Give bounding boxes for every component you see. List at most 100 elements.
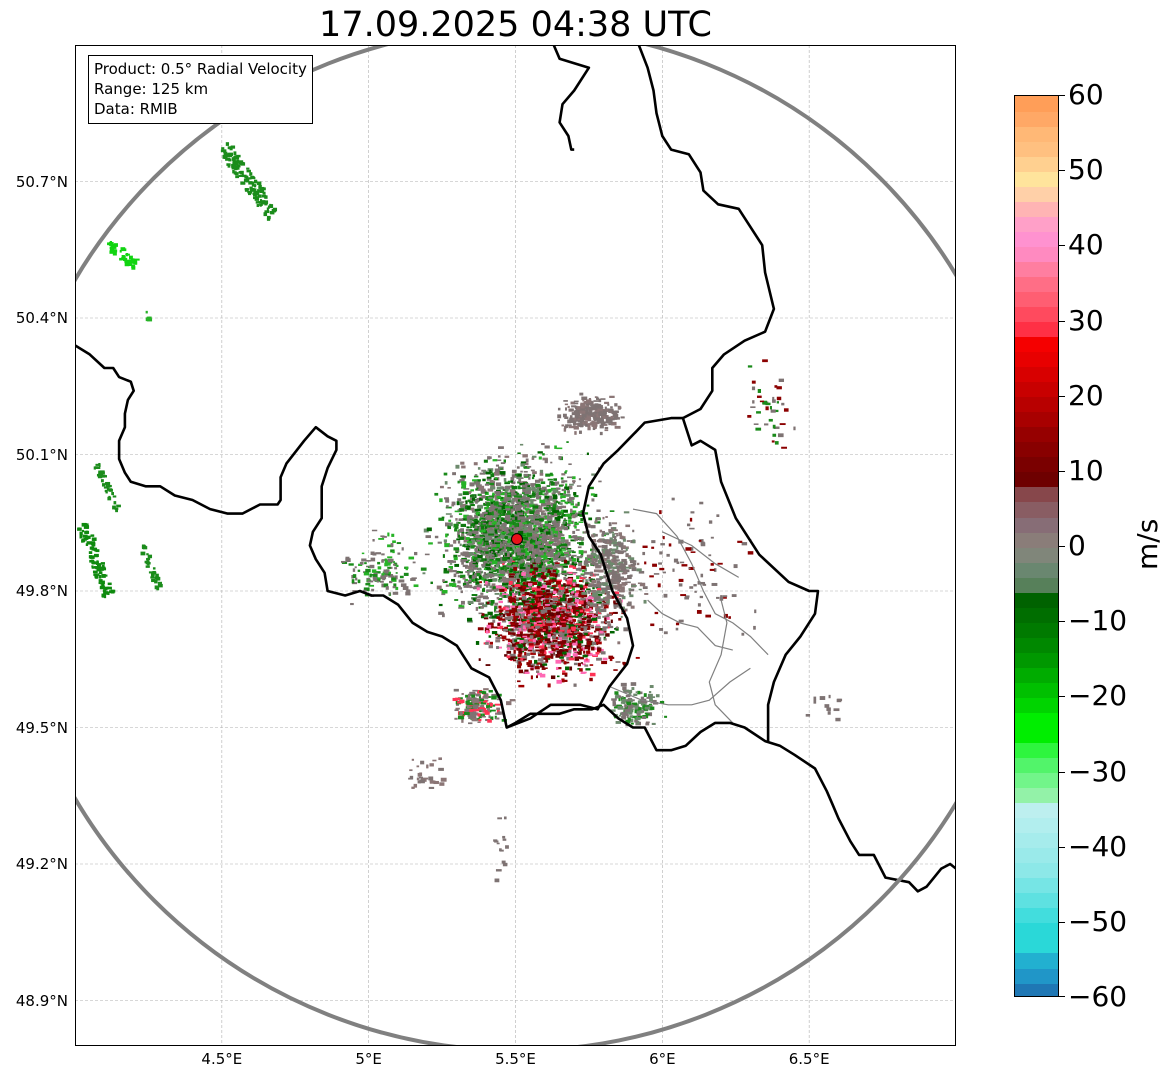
echo-pixel	[530, 623, 534, 627]
echo-pixel	[565, 594, 570, 597]
echo-pixel	[540, 613, 545, 617]
echo-pixel	[628, 588, 632, 591]
echo-pixel	[456, 538, 461, 541]
echo-pixel	[626, 569, 630, 573]
echo-pixel	[502, 567, 508, 571]
echo-pixel	[519, 638, 524, 640]
echo-pixel	[484, 483, 490, 486]
echo-pixel	[494, 477, 498, 480]
echo-pixel	[587, 601, 590, 605]
echo-pixel	[105, 484, 108, 488]
echo-pixel	[447, 486, 451, 489]
echo-pixel	[528, 530, 533, 534]
echo-pixel	[506, 565, 512, 568]
echo-pixel	[536, 606, 541, 609]
echo-pixel	[556, 527, 563, 530]
radar-map[interactable]	[75, 45, 956, 1046]
echo-pixel	[486, 481, 490, 486]
echo-pixel	[583, 631, 590, 634]
echo-pixel	[90, 534, 95, 537]
echo-pixel	[543, 507, 549, 510]
echo-pixel	[441, 516, 445, 519]
echo-pixel	[521, 572, 526, 576]
echo-pixel	[535, 529, 540, 532]
echo-pixel	[603, 621, 607, 624]
echo-pixel	[538, 645, 545, 649]
echo-pixel	[561, 543, 568, 547]
echo-pixel	[498, 579, 502, 583]
echo-pixel	[594, 625, 601, 628]
echo-pixel	[569, 415, 573, 419]
echo-pixel	[82, 534, 88, 538]
echo-pixel	[496, 553, 501, 557]
echo-pixel	[530, 517, 537, 521]
echo-pixel	[469, 552, 474, 556]
echo-pixel	[514, 531, 520, 535]
echo-pixel	[567, 516, 572, 519]
echo-pixel	[231, 167, 236, 170]
echo-pixel	[616, 534, 619, 537]
echo-pixel	[508, 575, 514, 578]
echo-pixel	[540, 534, 545, 537]
echo-pixel	[556, 512, 562, 516]
echo-pixel	[508, 537, 514, 541]
echo-pixel	[460, 552, 463, 556]
echo-pixel	[517, 452, 521, 455]
echo-pixel	[602, 628, 607, 632]
echo-pixel	[545, 541, 551, 546]
echo-pixel	[550, 577, 554, 580]
echo-pixel	[547, 513, 550, 516]
echo-pixel	[511, 588, 515, 590]
echo-pixel	[487, 622, 494, 626]
echo-pixel	[524, 669, 529, 673]
echo-pixel	[522, 582, 526, 585]
echo-pixel	[611, 551, 616, 554]
echo-pixel	[542, 590, 545, 594]
echo-pixel	[591, 579, 597, 584]
echo-pixel	[571, 412, 578, 416]
echo-pixel	[542, 536, 548, 540]
echo-pixel	[568, 584, 573, 588]
echo-pixel	[457, 521, 461, 524]
echo-pixel	[552, 597, 559, 602]
echo-pixel	[562, 672, 568, 675]
echo-pixel	[573, 683, 577, 687]
echo-pixel	[555, 654, 560, 658]
echo-pixel	[578, 632, 583, 637]
echo-pixel	[566, 649, 570, 651]
echo-pixel	[572, 530, 576, 534]
echo-pixel	[573, 524, 576, 528]
echo-pixel	[501, 635, 507, 640]
echo-pixel	[496, 646, 503, 649]
echo-pixel	[553, 522, 560, 527]
echo-pixel	[486, 589, 493, 592]
echo-pixel	[500, 614, 503, 617]
echo-pixel	[533, 544, 538, 549]
echo-pixel	[465, 505, 468, 509]
echo-pixel	[93, 466, 96, 470]
echo-pixel	[570, 622, 573, 625]
echo-pixel	[579, 617, 583, 620]
echo-pixel	[485, 471, 491, 475]
echo-pixel	[483, 579, 486, 583]
echo-pixel	[576, 598, 579, 600]
echo-pixel	[531, 455, 537, 458]
echo-pixel	[564, 627, 568, 632]
echo-pixel	[492, 557, 495, 560]
echo-pixel	[577, 512, 584, 516]
echo-pixel	[522, 481, 528, 483]
echo-pixel	[459, 479, 465, 483]
echo-pixel	[98, 464, 101, 467]
echo-pixel	[470, 560, 476, 563]
echo-pixel	[568, 554, 572, 557]
echo-pixel	[593, 400, 600, 402]
echo-pixel	[443, 472, 448, 476]
echo-pixel	[104, 588, 108, 591]
echo-pixel	[503, 459, 506, 463]
echo-pixel	[520, 563, 524, 567]
echo-pixel	[630, 605, 635, 609]
echo-pixel	[579, 637, 583, 641]
echo-pixel	[459, 574, 466, 579]
echo-pixel	[564, 643, 571, 647]
echo-pixel	[571, 639, 575, 643]
